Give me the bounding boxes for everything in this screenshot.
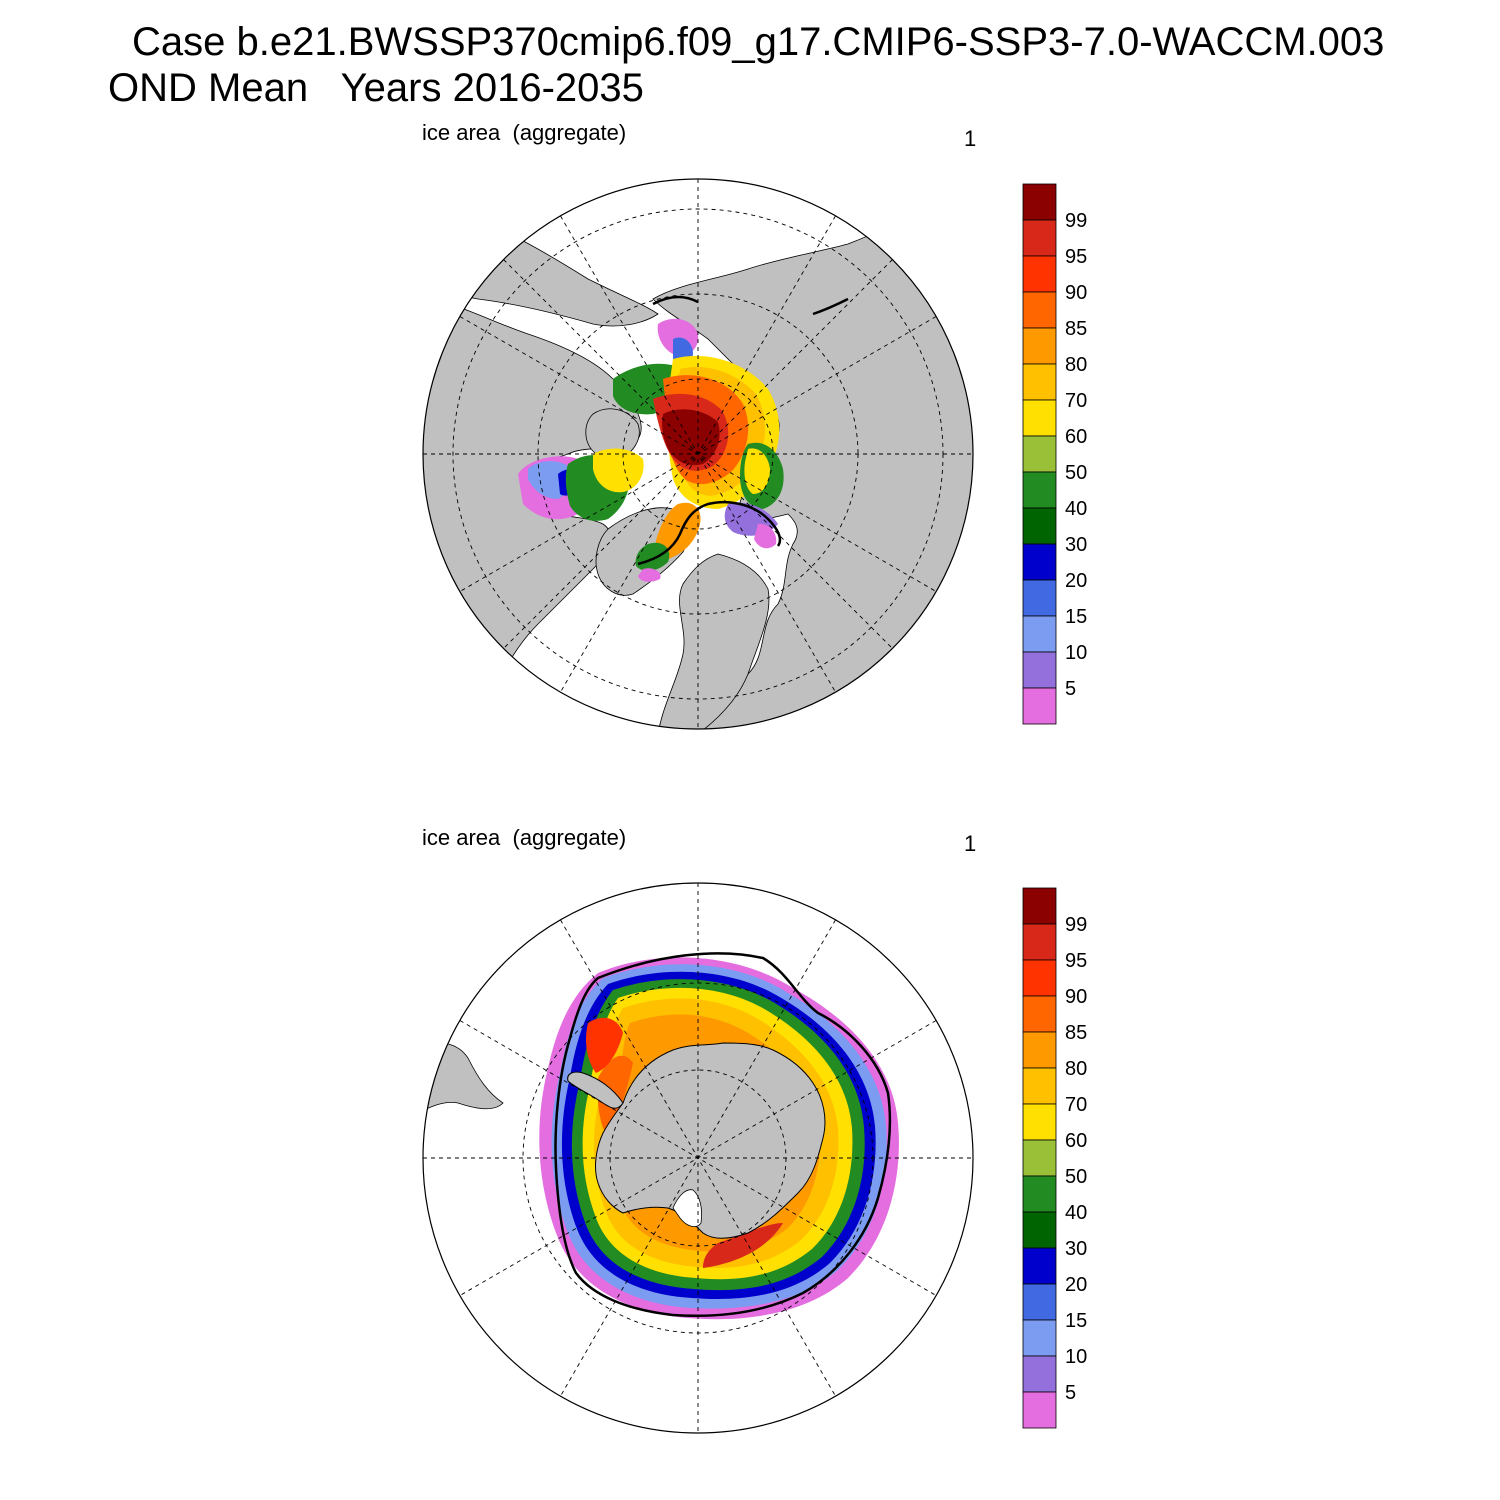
colorbar-swatch [1022, 995, 1057, 1033]
antarctic-map [422, 882, 974, 1434]
colorbar-tick-label: 10 [1065, 1346, 1087, 1368]
colorbar-swatch [1022, 363, 1057, 401]
colorbar-tick-label: 40 [1065, 498, 1087, 520]
figure-title-period: OND Mean Years 2016-2035 [108, 66, 644, 110]
antarctic-ice-edge-contour [554, 952, 892, 1318]
colorbar-tick-label: 95 [1065, 950, 1087, 972]
colorbar-swatch [1022, 1391, 1057, 1429]
colorbar-swatch [1022, 1211, 1057, 1249]
colorbar-swatch [1022, 291, 1057, 329]
colorbar-swatch [1022, 471, 1057, 509]
colorbar-tick-label: 60 [1065, 1130, 1087, 1152]
land-antarctic-peninsula [567, 1071, 624, 1109]
colorbar-swatch [1022, 651, 1057, 689]
colorbar-tick-label: 30 [1065, 1238, 1087, 1260]
colorbar-tick-label: 15 [1065, 606, 1087, 628]
colorbar-swatch [1022, 1175, 1057, 1213]
colorbar-1: 99 95 90 85 80 70 60 50 40 30 20 15 10 5 [1022, 183, 1087, 725]
colorbar-tick-label: 50 [1065, 1166, 1087, 1188]
colorbar-swatch [1022, 1247, 1057, 1285]
colorbar-swatch [1022, 1283, 1057, 1321]
panel1-number: 1 [964, 126, 977, 151]
colorbar-tick-label: 90 [1065, 986, 1087, 1008]
colorbar-swatch [1022, 183, 1057, 221]
colorbar-swatch [1022, 923, 1057, 961]
colorbar-tick-label: 30 [1065, 534, 1087, 556]
figure-title-case: Case b.e21.BWSSP370cmip6.f09_g17.CMIP6-S… [132, 20, 1385, 64]
colorbar-swatch [1022, 1067, 1057, 1105]
colorbar-tick-label: 50 [1065, 462, 1087, 484]
colorbar-swatch [1022, 959, 1057, 997]
colorbar-swatch [1022, 1355, 1057, 1393]
colorbar-swatch [1022, 255, 1057, 293]
colorbar-swatch [1022, 1139, 1057, 1177]
colorbar-tick-label: 99 [1065, 210, 1087, 232]
colorbar-swatch [1022, 327, 1057, 365]
colorbar-swatch [1022, 579, 1057, 617]
colorbar-swatch [1022, 1319, 1057, 1357]
colorbar-tick-label: 20 [1065, 1274, 1087, 1296]
colorbar-tick-label: 85 [1065, 1022, 1087, 1044]
colorbar-tick-label: 85 [1065, 318, 1087, 340]
colorbar-swatch [1022, 507, 1057, 545]
colorbar-swatch [1022, 435, 1057, 473]
antarctic-map-border [422, 882, 974, 1434]
colorbar-swatch [1022, 399, 1057, 437]
colorbar-tick-label: 80 [1065, 1058, 1087, 1080]
colorbar-swatch [1022, 887, 1057, 925]
colorbar-swatch [1022, 1031, 1057, 1069]
ross-ice-shelf [672, 1189, 702, 1228]
panel2-variable-label: ice area (aggregate) [422, 825, 627, 850]
colorbar-tick-label: 95 [1065, 246, 1087, 268]
colorbar-swatch [1022, 543, 1057, 581]
colorbar-2: 99 95 90 85 80 70 60 50 40 30 20 15 10 5 [1022, 887, 1087, 1429]
colorbar-tick-label: 60 [1065, 426, 1087, 448]
colorbar-tick-label: 40 [1065, 1202, 1087, 1224]
colorbar-tick-label: 15 [1065, 1310, 1087, 1332]
arctic-ice-edge-contour [637, 295, 849, 566]
land-antarctica [595, 1042, 826, 1239]
colorbar-tick-label: 70 [1065, 1094, 1087, 1116]
colorbar-swatch [1022, 687, 1057, 725]
colorbar-tick-label: 5 [1065, 678, 1076, 700]
arctic-sea-ice [518, 318, 784, 582]
colorbar-tick-label: 70 [1065, 390, 1087, 412]
colorbar-tick-label: 99 [1065, 914, 1087, 936]
colorbar-tick-label: 80 [1065, 354, 1087, 376]
colorbar-tick-label: 90 [1065, 282, 1087, 304]
arctic-graticule [423, 179, 973, 729]
panel1-variable-label: ice area (aggregate) [422, 120, 627, 145]
colorbar-tick-label: 20 [1065, 570, 1087, 592]
colorbar-tick-label: 10 [1065, 642, 1087, 664]
panel2-number: 1 [964, 831, 977, 856]
colorbar-tick-label: 5 [1065, 1382, 1076, 1404]
arctic-map-border [422, 178, 974, 730]
colorbar-swatch [1022, 1103, 1057, 1141]
arctic-map [422, 178, 974, 730]
land-europe [657, 553, 770, 729]
colorbar-swatch [1022, 219, 1057, 257]
antarctic-graticule [423, 883, 973, 1433]
colorbar-swatch [1022, 615, 1057, 653]
